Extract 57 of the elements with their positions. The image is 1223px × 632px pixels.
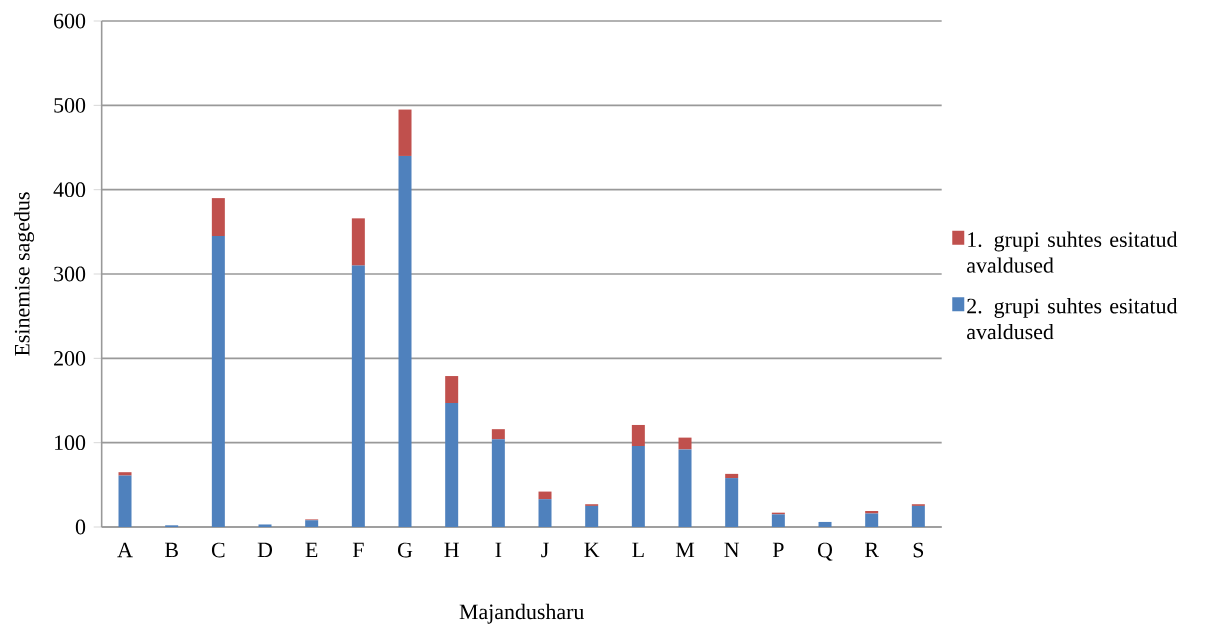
bar: [118, 472, 132, 476]
x-tick-label: C: [211, 542, 225, 558]
bar: [725, 478, 739, 527]
bar: [678, 449, 692, 527]
bar: [678, 437, 692, 450]
x-tick-label: A: [117, 542, 133, 558]
y-tick-label: 500: [54, 97, 86, 113]
bar: [538, 499, 552, 527]
y-tick-label: 0: [75, 519, 86, 535]
x-tick-label: N: [724, 542, 740, 558]
bar: [305, 520, 319, 527]
bar: [585, 505, 599, 527]
bar: [398, 155, 412, 527]
x-tick-label: K: [584, 542, 600, 558]
y-tick-label: 200: [54, 350, 86, 366]
bar: [258, 524, 272, 527]
y-tick-label: 300: [54, 266, 86, 282]
bar: [491, 429, 505, 440]
x-tick-label: Q: [818, 542, 833, 561]
bar: [911, 505, 925, 527]
bar: [771, 514, 785, 527]
x-tick-label: L: [632, 542, 644, 558]
x-tick-label: P: [772, 542, 784, 558]
x-tick-label: M: [675, 542, 695, 558]
bar: [398, 109, 412, 156]
x-tick-label: S: [913, 542, 924, 558]
x-tick-label: F: [352, 542, 364, 558]
bar: [445, 403, 459, 527]
legend-label: 1. grupi suhtes esitatud avaldused: [967, 231, 1178, 273]
bar: [445, 376, 459, 404]
x-axis-title: Majandusharu: [459, 603, 585, 624]
x-tick-label: I: [495, 542, 502, 558]
bar: [818, 521, 832, 527]
y-tick-label: 100: [55, 435, 86, 451]
bar: [351, 218, 365, 266]
bar: [725, 473, 739, 479]
y-tick-label: 400: [53, 182, 86, 198]
x-tick-label: E: [305, 542, 318, 558]
y-tick-label: 600: [54, 13, 86, 29]
bar: [351, 265, 365, 527]
x-tick-label: H: [444, 542, 459, 558]
x-tick-label: R: [865, 542, 879, 558]
bar: [631, 424, 645, 447]
bar: [631, 446, 645, 527]
bar: [865, 513, 879, 527]
bar: [118, 475, 132, 527]
y-axis-title: Esinemise sagedus: [14, 192, 35, 356]
x-tick-label: D: [257, 542, 273, 558]
bar: [491, 439, 505, 527]
x-tick-label: G: [398, 542, 413, 558]
x-tick-label: J: [541, 542, 549, 558]
bar: [211, 236, 225, 527]
bar: [211, 198, 225, 237]
x-tick-label: B: [164, 542, 178, 558]
bar: [865, 510, 879, 514]
bar: [538, 491, 552, 500]
legend-label: 2. grupi suhtes esitatud avaldused: [967, 298, 1178, 340]
